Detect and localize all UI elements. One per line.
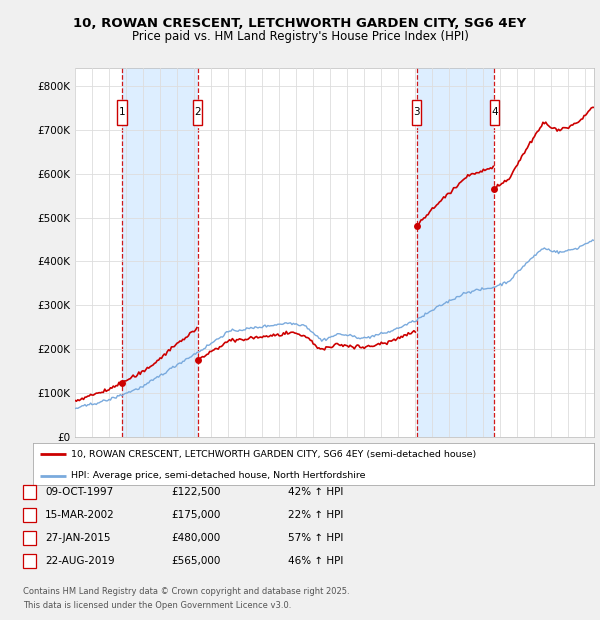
Text: 4: 4	[491, 107, 497, 117]
Text: £565,000: £565,000	[171, 556, 220, 566]
Text: 15-MAR-2002: 15-MAR-2002	[45, 510, 115, 520]
Bar	[412, 100, 421, 125]
Text: 22% ↑ HPI: 22% ↑ HPI	[288, 510, 343, 520]
Text: Contains HM Land Registry data © Crown copyright and database right 2025.: Contains HM Land Registry data © Crown c…	[23, 587, 349, 596]
Bar	[122, 68, 197, 437]
Text: 3: 3	[26, 533, 33, 543]
Text: HPI: Average price, semi-detached house, North Hertfordshire: HPI: Average price, semi-detached house,…	[71, 471, 365, 480]
Text: £175,000: £175,000	[171, 510, 220, 520]
Text: 4: 4	[26, 556, 33, 566]
Bar	[416, 68, 494, 437]
Text: 1: 1	[119, 107, 125, 117]
Text: 42% ↑ HPI: 42% ↑ HPI	[288, 487, 343, 497]
Bar	[193, 100, 202, 125]
Bar	[490, 100, 499, 125]
Text: 10, ROWAN CRESCENT, LETCHWORTH GARDEN CITY, SG6 4EY: 10, ROWAN CRESCENT, LETCHWORTH GARDEN CI…	[73, 17, 527, 30]
Text: 10, ROWAN CRESCENT, LETCHWORTH GARDEN CITY, SG6 4EY (semi-detached house): 10, ROWAN CRESCENT, LETCHWORTH GARDEN CI…	[71, 450, 476, 459]
Text: 09-OCT-1997: 09-OCT-1997	[45, 487, 113, 497]
Text: 1: 1	[26, 487, 33, 497]
Text: £480,000: £480,000	[171, 533, 220, 543]
Text: 27-JAN-2015: 27-JAN-2015	[45, 533, 110, 543]
Text: Price paid vs. HM Land Registry's House Price Index (HPI): Price paid vs. HM Land Registry's House …	[131, 30, 469, 43]
Text: 57% ↑ HPI: 57% ↑ HPI	[288, 533, 343, 543]
Text: This data is licensed under the Open Government Licence v3.0.: This data is licensed under the Open Gov…	[23, 601, 291, 610]
Text: 2: 2	[194, 107, 201, 117]
Text: 22-AUG-2019: 22-AUG-2019	[45, 556, 115, 566]
Text: 3: 3	[413, 107, 420, 117]
Text: 46% ↑ HPI: 46% ↑ HPI	[288, 556, 343, 566]
Text: £122,500: £122,500	[171, 487, 221, 497]
Bar	[118, 100, 127, 125]
Text: 2: 2	[26, 510, 33, 520]
